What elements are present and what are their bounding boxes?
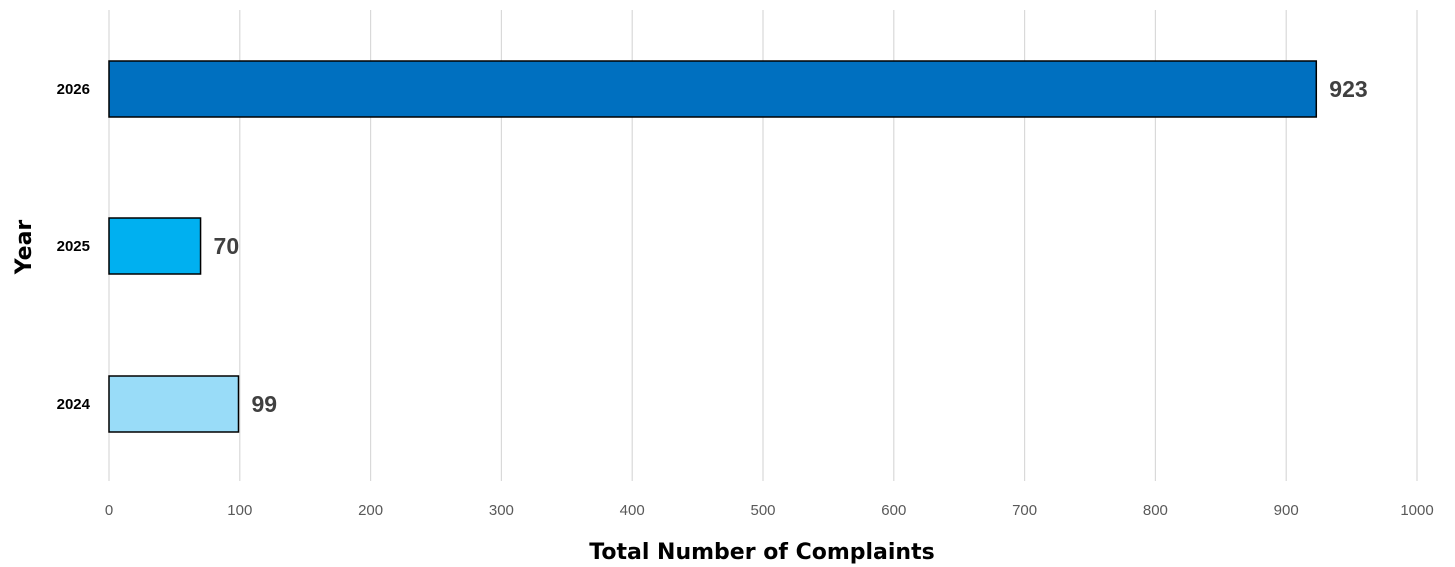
- x-tick-label: 0: [105, 502, 113, 519]
- x-axis-title: Total Number of Complaints: [589, 540, 934, 565]
- x-axis-ticks: 0 100 200 300 400 500 600 700 800 900 1000: [105, 502, 1434, 519]
- x-tick-label: 900: [1274, 502, 1299, 519]
- x-tick-label: 300: [489, 502, 514, 519]
- y-tick-label: 2024: [57, 396, 91, 413]
- y-axis-title: Year: [12, 220, 37, 276]
- y-tick-label: 2025: [57, 238, 90, 255]
- data-label-2025: 70: [214, 233, 240, 259]
- data-labels: 923 70 99: [214, 76, 1368, 417]
- data-label-2024: 99: [251, 391, 277, 417]
- data-label-2026: 923: [1329, 76, 1367, 102]
- x-tick-label: 1000: [1400, 502, 1433, 519]
- bars: [108, 60, 1318, 433]
- bar-2025: [108, 217, 202, 275]
- x-tick-label: 100: [227, 502, 252, 519]
- x-tick-label: 800: [1143, 502, 1168, 519]
- x-tick-label: 200: [358, 502, 383, 519]
- x-tick-label: 600: [881, 502, 906, 519]
- x-tick-label: 700: [1012, 502, 1037, 519]
- x-tick-label: 500: [750, 502, 775, 519]
- y-axis-ticks: 2026 2025 2024: [57, 81, 91, 413]
- bar-2026: [108, 60, 1318, 118]
- bar-2024: [108, 375, 240, 433]
- x-tick-label: 400: [620, 502, 645, 519]
- y-tick-label: 2026: [57, 81, 90, 98]
